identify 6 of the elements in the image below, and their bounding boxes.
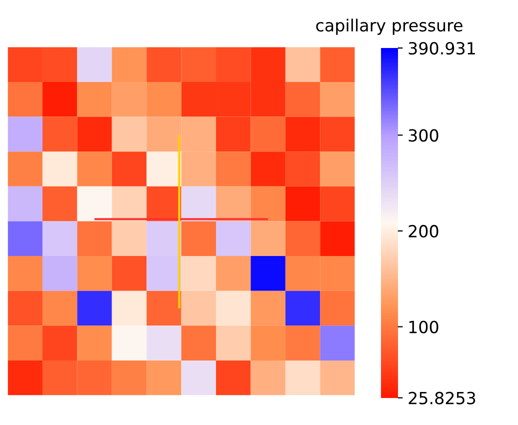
color-bar-label: 390.931 <box>408 42 475 55</box>
color-bar-label: 25.8253 <box>408 392 476 404</box>
color-bar-title: capillary pressure <box>316 18 462 35</box>
color-bar-label: 200 <box>408 224 438 238</box>
color-bar-label: 100 <box>409 320 438 334</box>
color-bar-label: 300 <box>408 129 438 142</box>
